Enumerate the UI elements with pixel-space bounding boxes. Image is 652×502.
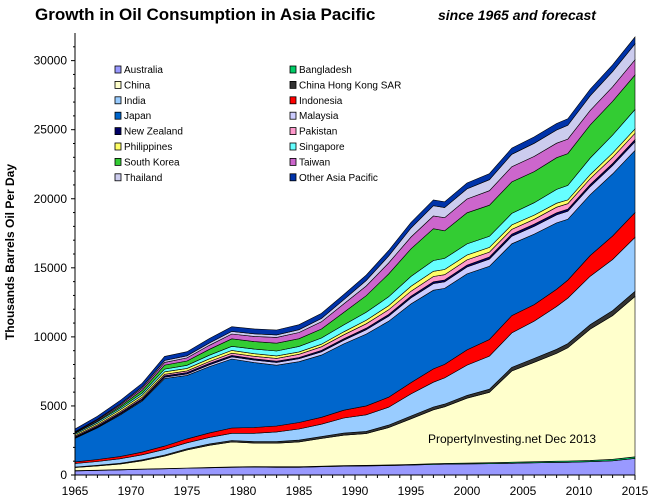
legend-label-indonesia: Indonesia bbox=[299, 96, 343, 107]
legend-label-india: India bbox=[124, 96, 146, 107]
y-tick-label: 15000 bbox=[34, 261, 68, 275]
y-tick-label: 0 bbox=[60, 468, 67, 482]
y-axis-label: Thousands Barrels Oil Per Day bbox=[3, 164, 17, 340]
legend-swatch-china bbox=[114, 81, 122, 89]
legend-swatch-australia bbox=[114, 65, 122, 74]
y-tick-label: 20000 bbox=[34, 192, 68, 206]
legend-swatch-indonesia bbox=[289, 96, 297, 105]
chart-title: Growth in Oil Consumption in Asia Pacifi… bbox=[35, 5, 375, 24]
legend-swatch-south-korea bbox=[114, 157, 122, 166]
legend-swatch-thailand bbox=[114, 173, 122, 182]
legend-label-china-hong-kong-sar: China Hong Kong SAR bbox=[299, 80, 401, 91]
y-tick-label: 10000 bbox=[34, 330, 68, 344]
legend-label-south-korea: South Korea bbox=[124, 157, 180, 168]
x-tick-label: 2000 bbox=[454, 484, 481, 498]
legend-swatch-bangladesh bbox=[289, 65, 297, 74]
legend: Australia Bangladesh China China Hong Kong … bbox=[114, 65, 401, 184]
x-tick-label: 1965 bbox=[62, 484, 89, 498]
legend-label-japan: Japan bbox=[124, 111, 151, 122]
source-annotation: PropertyInvesting.net Dec 2013 bbox=[428, 432, 596, 446]
y-tick-label: 5000 bbox=[40, 399, 67, 413]
x-tick-label: 1970 bbox=[118, 484, 145, 498]
x-tick-label: 1985 bbox=[286, 484, 313, 498]
plot-area bbox=[74, 36, 636, 476]
legend-label-china: China bbox=[124, 80, 151, 91]
legend-label-malaysia: Malaysia bbox=[299, 111, 339, 122]
x-tick-label: 1975 bbox=[174, 484, 201, 498]
axes: 0 5000 10000 15000 20000 25000 30000 1965 1970 19… bbox=[34, 33, 649, 498]
legend-label-other-asia-pacific: Other Asia Pacific bbox=[299, 173, 378, 184]
y-tick-label: 30000 bbox=[34, 54, 68, 68]
legend-label-philippines: Philippines bbox=[124, 142, 172, 153]
x-tick-label: 1995 bbox=[398, 484, 425, 498]
legend-swatch-singapore bbox=[289, 142, 297, 151]
x-tick-label: 2005 bbox=[510, 484, 537, 498]
x-tick-label: 2010 bbox=[566, 484, 593, 498]
legend-swatch-philippines bbox=[114, 142, 122, 151]
legend-swatch-new-zealand bbox=[114, 127, 122, 135]
legend-label-bangladesh: Bangladesh bbox=[299, 65, 352, 76]
legend-swatch-taiwan bbox=[289, 157, 297, 166]
x-tick-label: 1980 bbox=[230, 484, 257, 498]
legend-swatch-china-hong-kong-sar bbox=[289, 81, 297, 89]
x-tick-label: 1990 bbox=[342, 484, 369, 498]
legend-label-new-zealand: New Zealand bbox=[124, 127, 183, 138]
legend-swatch-india bbox=[114, 96, 122, 105]
legend-swatch-pakistan bbox=[289, 127, 297, 135]
title-group: Growth in Oil Consumption in Asia Pacifi… bbox=[35, 5, 597, 24]
legend-label-thailand: Thailand bbox=[124, 173, 162, 184]
area-series-other-asia-pacific bbox=[74, 36, 636, 433]
legend-label-singapore: Singapore bbox=[299, 142, 345, 153]
legend-swatch-other-asia-pacific bbox=[289, 173, 297, 182]
legend-label-australia: Australia bbox=[124, 65, 163, 76]
x-tick-label: 2015 bbox=[622, 484, 649, 498]
chart-subtitle: since 1965 and forecast bbox=[438, 7, 597, 23]
legend-swatch-japan bbox=[114, 111, 122, 120]
legend-label-pakistan: Pakistan bbox=[299, 127, 337, 138]
y-tick-label: 25000 bbox=[34, 123, 68, 137]
legend-label-taiwan: Taiwan bbox=[299, 157, 330, 168]
legend-swatch-malaysia bbox=[289, 111, 297, 120]
